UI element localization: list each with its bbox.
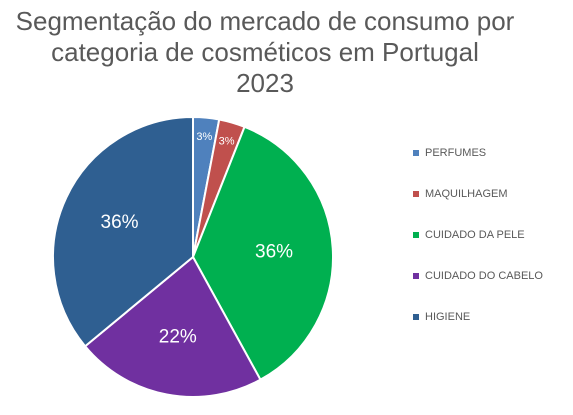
- pie-slice-higiene: [52, 115, 194, 348]
- legend-label: CUIDADO DA PELE: [425, 228, 525, 241]
- chart-title-line-3: 2023: [236, 68, 294, 98]
- chart-legend: PERFUMES MAQUILHAGEM CUIDADO DA PELE CUIDAD…: [413, 132, 573, 337]
- legend-item-cuidado-do-cabelo: CUIDADO DO CABELO: [413, 255, 573, 296]
- pie-slice-cuidado-da-pele: [191, 125, 334, 382]
- legend-item-perfumes: PERFUMES: [413, 132, 573, 173]
- data-label-higiene: 36%: [101, 212, 139, 233]
- data-label-maquilhagem: 3%: [219, 135, 235, 147]
- legend-label: MAQUILHAGEM: [425, 187, 508, 200]
- legend-label: CUIDADO DO CABELO: [425, 269, 543, 282]
- data-label-cuidado-da-pele: 36%: [255, 241, 293, 262]
- legend-item-cuidado-da-pele: CUIDADO DA PELE: [413, 214, 573, 255]
- chart-title: Segmentação do mercado de consumo por ca…: [0, 6, 530, 99]
- legend-swatch: [413, 149, 419, 156]
- data-label-perfumes: 3%: [196, 131, 212, 143]
- legend-swatch: [413, 190, 419, 197]
- legend-item-maquilhagem: MAQUILHAGEM: [413, 173, 573, 214]
- pie-slice-cuidado-do-cabelo: [83, 255, 262, 398]
- data-label-cuidado-do-cabelo: 22%: [159, 326, 197, 347]
- legend-label: HIGIENE: [425, 310, 471, 323]
- chart-title-line-1: Segmentação do mercado de consumo por: [15, 6, 515, 36]
- chart-title-line-2: categoria de cosméticos em Portugal: [51, 37, 479, 67]
- legend-swatch: [413, 313, 419, 320]
- legend-swatch: [413, 231, 419, 238]
- legend-label: PERFUMES: [425, 146, 487, 159]
- legend-swatch: [413, 272, 419, 279]
- legend-item-higiene: HIGIENE: [413, 296, 573, 337]
